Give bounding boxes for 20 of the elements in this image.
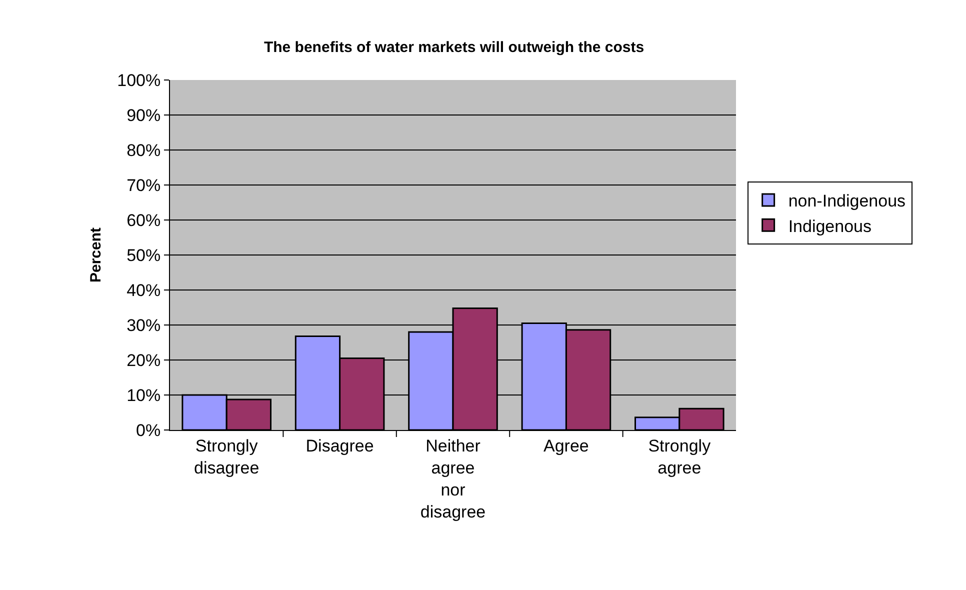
legend-label: non-Indigenous — [788, 192, 906, 211]
x-tick-label: Neither agree nor disagree — [420, 436, 486, 522]
y-tick-label: 70% — [126, 176, 161, 195]
x-tick-label: Disagree — [306, 436, 374, 456]
y-tick-label: 100% — [117, 70, 161, 90]
y-tick-label: 80% — [126, 140, 161, 160]
y-tick-label: 30% — [126, 316, 161, 335]
x-tick-label: Agree — [544, 436, 589, 456]
y-tick-label: 10% — [126, 386, 161, 405]
legend-label: Indigenous — [788, 216, 872, 236]
x-tick-label: Strongly disagree — [194, 436, 260, 478]
y-tick-label: 40% — [126, 280, 161, 300]
y-axis-title: Percent — [87, 227, 104, 283]
y-tick-label: 0% — [136, 420, 161, 440]
chart-title: The benefits of water markets will outweigh the costs — [264, 38, 644, 56]
x-tick-label: Strongly agree — [648, 436, 712, 478]
y-tick-label: 50% — [126, 246, 161, 265]
y-tick-label: 90% — [126, 106, 161, 125]
y-tick-label: 60% — [126, 210, 161, 230]
y-tick-label: 20% — [126, 350, 161, 370]
